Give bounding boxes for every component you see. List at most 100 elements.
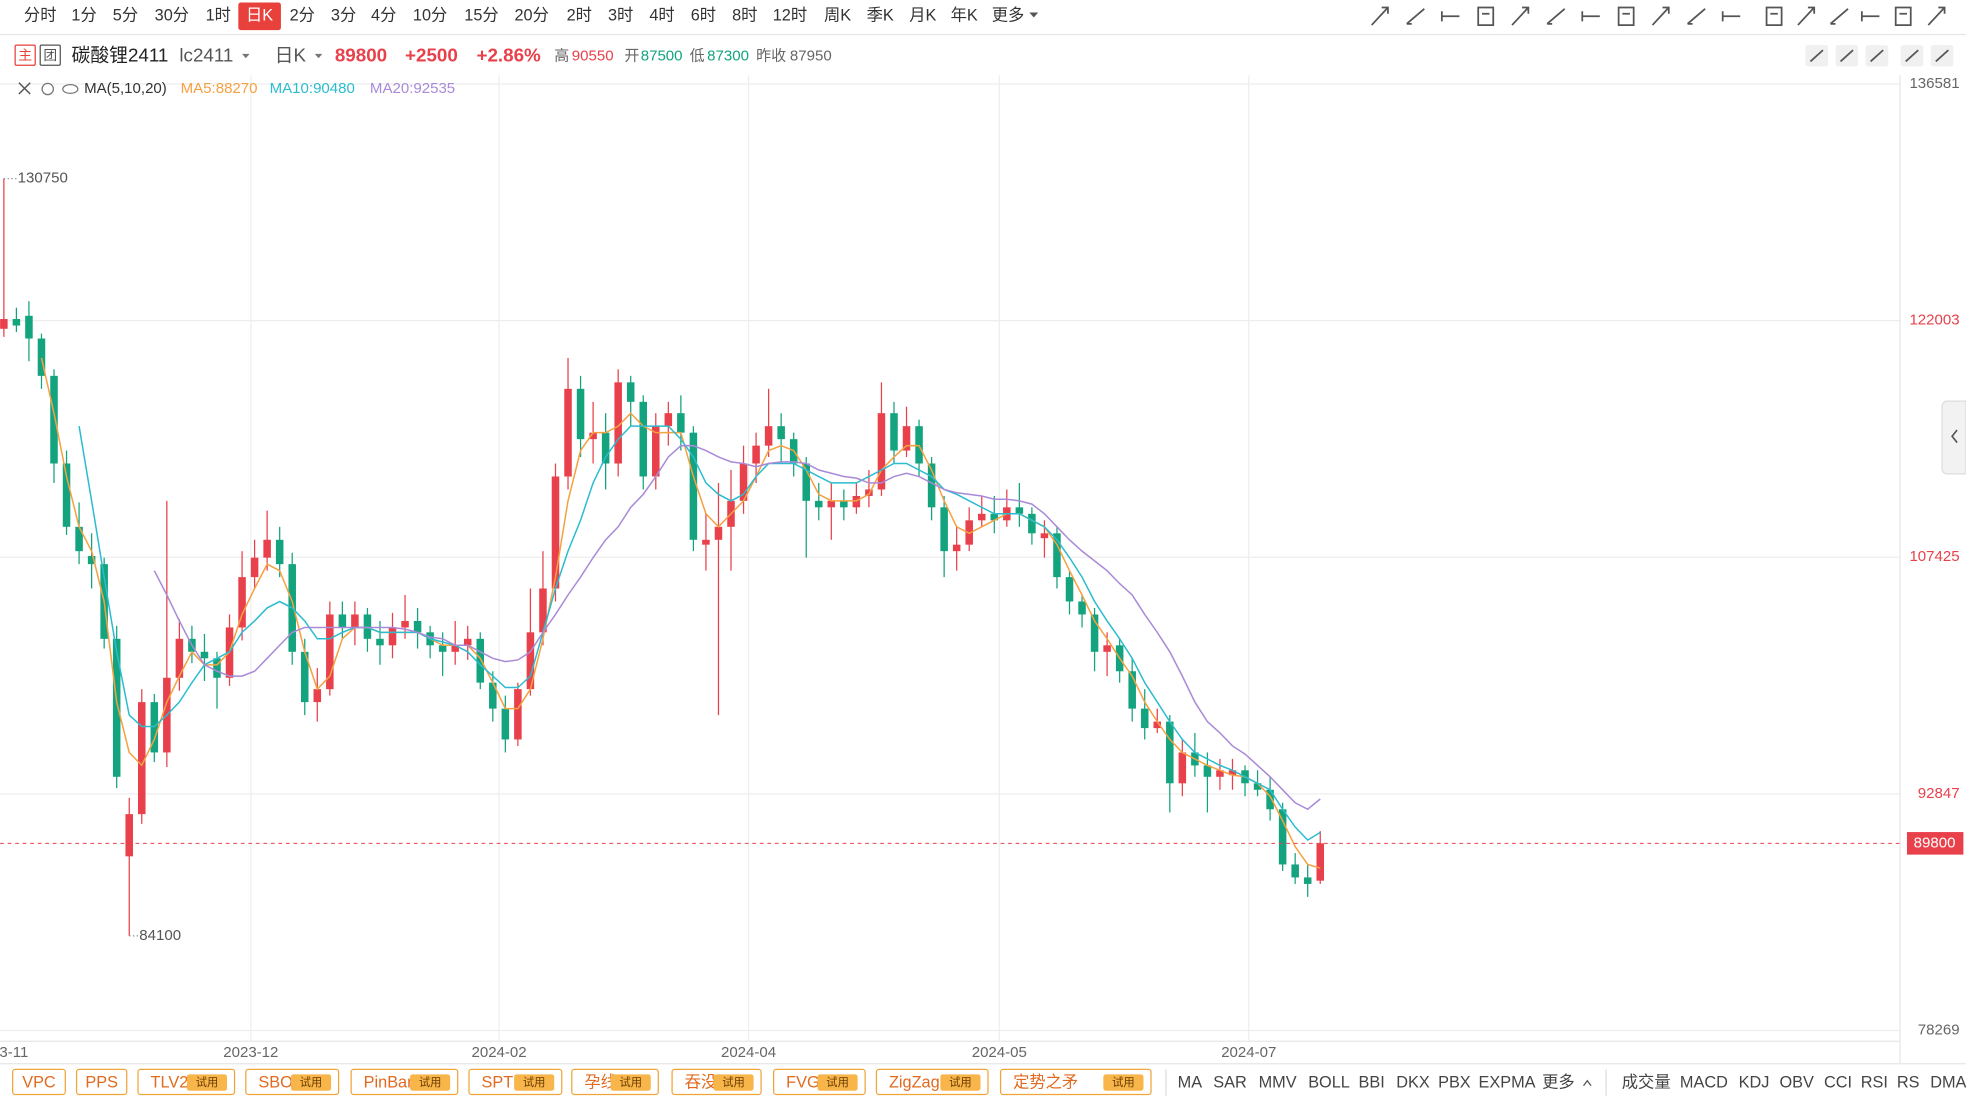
period-button[interactable]: 月K <box>909 7 936 25</box>
main-indicator[interactable]: BOLL <box>1308 1073 1350 1091</box>
candle-body <box>62 463 71 527</box>
candle-body <box>940 507 948 552</box>
candle-body <box>626 382 635 402</box>
sub-indicator[interactable]: KDJ <box>1739 1073 1770 1091</box>
trial-tag <box>1103 1074 1144 1091</box>
tool-icon[interactable] <box>1617 6 1635 26</box>
period-button[interactable]: 日K <box>246 7 273 25</box>
badge-box <box>14 44 36 66</box>
period-button[interactable]: 30分 <box>155 7 189 25</box>
period-button[interactable]: 5分 <box>113 7 138 25</box>
candle-body <box>827 500 836 508</box>
sub-indicator[interactable]: OBV <box>1779 1073 1814 1091</box>
contract-name: 碳酸锂2411 <box>72 44 169 65</box>
indicator-tab-label: ZigZag <box>889 1073 940 1091</box>
tool-icon[interactable] <box>1860 11 1880 22</box>
tool-icon[interactable] <box>1477 6 1495 26</box>
tool-icon[interactable] <box>1511 6 1530 26</box>
main-indicator[interactable]: SAR <box>1213 1073 1246 1091</box>
stat-value: 87950 <box>790 47 832 64</box>
sub-indicator[interactable]: MACD <box>1680 1073 1728 1091</box>
candle-body <box>539 588 547 633</box>
tool-icon[interactable] <box>1440 11 1460 22</box>
period-button[interactable]: 12时 <box>773 7 807 25</box>
period-button[interactable]: 周K <box>824 7 851 25</box>
period-button[interactable]: 3分 <box>331 7 356 25</box>
indicator-tab[interactable] <box>12 1068 66 1096</box>
tool-icon[interactable] <box>1765 6 1783 26</box>
main-indicator[interactable]: DKX <box>1396 1073 1430 1091</box>
sub-indicator[interactable]: DMA <box>1930 1073 1966 1091</box>
candle-body <box>463 638 472 646</box>
main-indicator[interactable]: MA <box>1178 1073 1203 1091</box>
indicator-tab[interactable] <box>75 1068 128 1096</box>
candle-body <box>138 702 146 815</box>
period-button[interactable]: 6时 <box>691 7 716 25</box>
tool-icon[interactable] <box>1406 8 1425 25</box>
sub-indicator[interactable]: 成交量 <box>1622 1073 1671 1091</box>
candle-body <box>1028 513 1036 534</box>
tool-icon[interactable] <box>1927 6 1946 26</box>
candle-body <box>1166 721 1174 784</box>
period-button[interactable]: 2时 <box>567 7 592 25</box>
eye-icon[interactable] <box>62 83 79 95</box>
candle-body <box>840 500 848 508</box>
period-button[interactable]: 20分 <box>514 7 548 25</box>
tool-icon[interactable] <box>1546 8 1566 25</box>
candle-body <box>1040 533 1049 539</box>
main-indicator[interactable]: BBI <box>1359 1073 1385 1091</box>
candle-body <box>815 500 823 508</box>
candle-body <box>677 413 685 433</box>
main-indicator[interactable]: 更多 <box>1542 1073 1575 1091</box>
period-button[interactable]: 更多 <box>992 7 1025 25</box>
main-indicator[interactable]: MMV <box>1259 1073 1297 1091</box>
period-button[interactable]: 3时 <box>608 7 633 25</box>
candle-body <box>852 495 861 508</box>
ma-title: MA(5,10,20) <box>84 80 167 97</box>
period-button[interactable]: 4时 <box>649 7 674 25</box>
period-button[interactable]: 4分 <box>371 7 396 25</box>
candle-body <box>952 544 961 552</box>
stat-value: 87500 <box>641 47 683 64</box>
period-button[interactable]: 年K <box>951 7 978 25</box>
sub-indicator[interactable]: RS <box>1897 1073 1920 1091</box>
candle-body <box>50 375 58 464</box>
tool-icon[interactable] <box>1894 6 1912 26</box>
trial-tag <box>514 1074 555 1091</box>
candle-body <box>476 638 485 683</box>
period-button[interactable]: 1时 <box>206 7 231 25</box>
candle-body <box>802 463 810 501</box>
tool-icon[interactable] <box>1651 6 1670 26</box>
tool-icon[interactable] <box>1687 8 1706 25</box>
main-indicator[interactable]: EXPMA <box>1479 1073 1536 1091</box>
candle-body <box>338 614 347 628</box>
candle-body <box>514 689 522 740</box>
sub-indicator[interactable]: RSI <box>1861 1073 1888 1091</box>
tool-icon[interactable] <box>1721 11 1741 22</box>
period-button[interactable]: 分时 <box>24 7 57 25</box>
period-button[interactable]: 2分 <box>290 7 315 25</box>
period-active-bg[interactable] <box>238 2 281 31</box>
candle-body <box>639 401 648 477</box>
min-label: 84100 <box>139 927 181 944</box>
sub-indicator[interactable]: CCI <box>1824 1073 1852 1091</box>
y-tick-label: 78269 <box>1918 1021 1960 1038</box>
period-button[interactable]: 季K <box>867 7 894 25</box>
tool-icon[interactable] <box>1371 6 1389 26</box>
period-button[interactable]: 8时 <box>732 7 757 25</box>
stat-label: 低 <box>690 47 705 64</box>
period-select[interactable]: 日K <box>275 44 307 65</box>
tool-icon[interactable] <box>1581 11 1600 22</box>
close-icon[interactable] <box>18 82 31 95</box>
period-button[interactable]: 1分 <box>71 7 96 25</box>
tool-icon[interactable] <box>1829 8 1849 25</box>
candle-body <box>37 338 46 376</box>
main-indicator[interactable]: PBX <box>1438 1073 1471 1091</box>
contract-code[interactable]: lc2411 <box>179 44 233 65</box>
chart-button-icon <box>1839 49 1854 63</box>
settings-icon[interactable] <box>41 82 55 96</box>
tool-icon[interactable] <box>1797 6 1816 26</box>
period-button[interactable]: 15分 <box>464 7 498 25</box>
candle-body <box>1065 577 1074 602</box>
period-button[interactable]: 10分 <box>413 7 447 25</box>
